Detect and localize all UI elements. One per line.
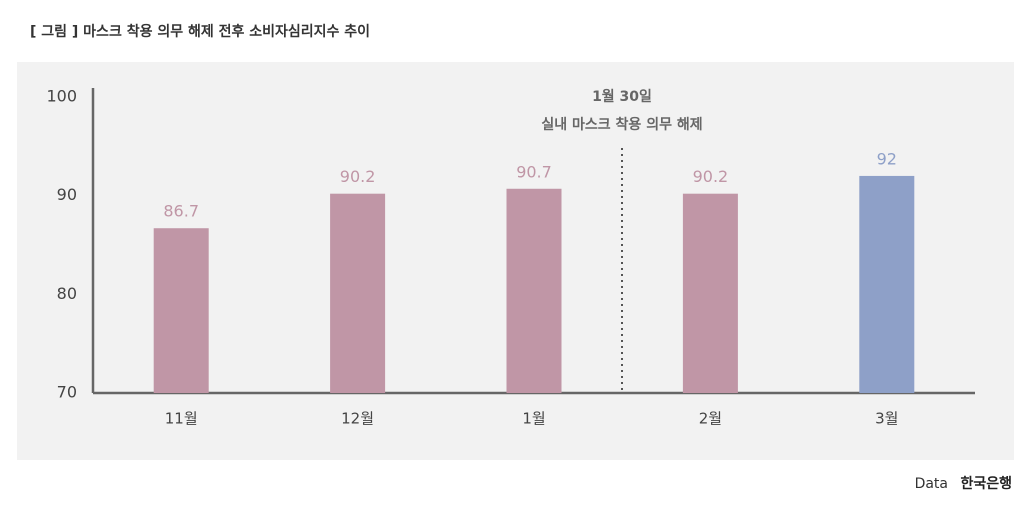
source: 한국은행 [960,476,1012,492]
bar [859,175,915,393]
bar [682,193,738,393]
y-tick-label: 80 [57,284,77,303]
value-label: 90.2 [340,167,376,186]
bar [330,193,386,393]
bar [153,228,209,393]
x-tick-label: 1월 [522,410,545,428]
x-tick-label: 11월 [165,410,198,428]
y-tick-label: 90 [57,185,77,204]
value-label: 90.7 [516,162,552,181]
x-tick-label: 12월 [341,410,374,428]
x-tick-label: 2월 [699,410,722,428]
chart-title: [ 그림 ] 마스크 착용 의무 해제 전후 소비자심리지수 추이 [30,23,370,40]
value-label: 86.7 [163,202,199,221]
y-tick-label: 100 [46,87,77,106]
bar [506,188,562,393]
y-tick-label: 70 [57,383,77,402]
annotation: 1월 30일 [592,88,652,105]
value-label: 90.2 [693,167,729,186]
x-tick-label: 3월 [875,410,898,428]
annotation: 실내 마스크 착용 의무 해제 [541,116,702,133]
value-label: 92 [877,149,897,168]
source-prefix: Data [915,476,948,492]
